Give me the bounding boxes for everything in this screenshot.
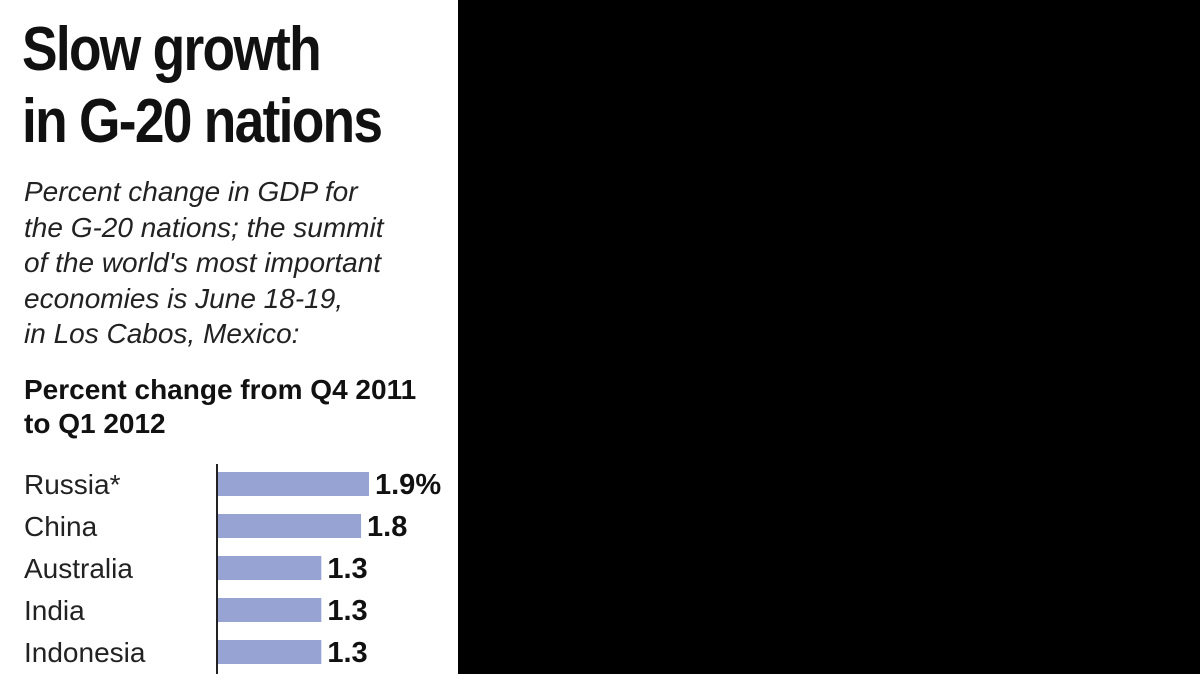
chart-title-line-2: in G-20 nations	[22, 87, 383, 156]
category-label: China	[24, 511, 98, 542]
bar	[218, 598, 322, 622]
data-label: 1.3	[327, 637, 367, 669]
bar-chart: Russia* 1.9% China 1.8 Australia 1.3 India 1.3 I…	[24, 464, 441, 674]
chart-title-line-1: Slow growth	[22, 15, 322, 84]
chart-description: Percent change in GDP for the G-20 natio…	[24, 176, 384, 349]
category-label: Indonesia	[24, 637, 146, 668]
data-label: 1.3	[327, 595, 367, 627]
category-label: India	[24, 595, 85, 626]
data-label: 1.8	[367, 511, 407, 543]
category-label: Russia*	[24, 469, 121, 500]
bar	[218, 640, 322, 664]
category-label: Australia	[24, 553, 133, 584]
bar	[218, 514, 362, 538]
chart-title: Slow growth in G-20 nations	[22, 14, 392, 158]
data-label: 1.9%	[375, 469, 441, 501]
bar	[218, 472, 369, 496]
data-label: 1.3	[327, 553, 367, 585]
bar	[218, 556, 322, 580]
chart-subtitle: Percent change from Q4 2011 to Q1 2012	[24, 374, 417, 439]
chart-panel: Slow growth in G-20 nations Percent chan…	[0, 0, 458, 674]
